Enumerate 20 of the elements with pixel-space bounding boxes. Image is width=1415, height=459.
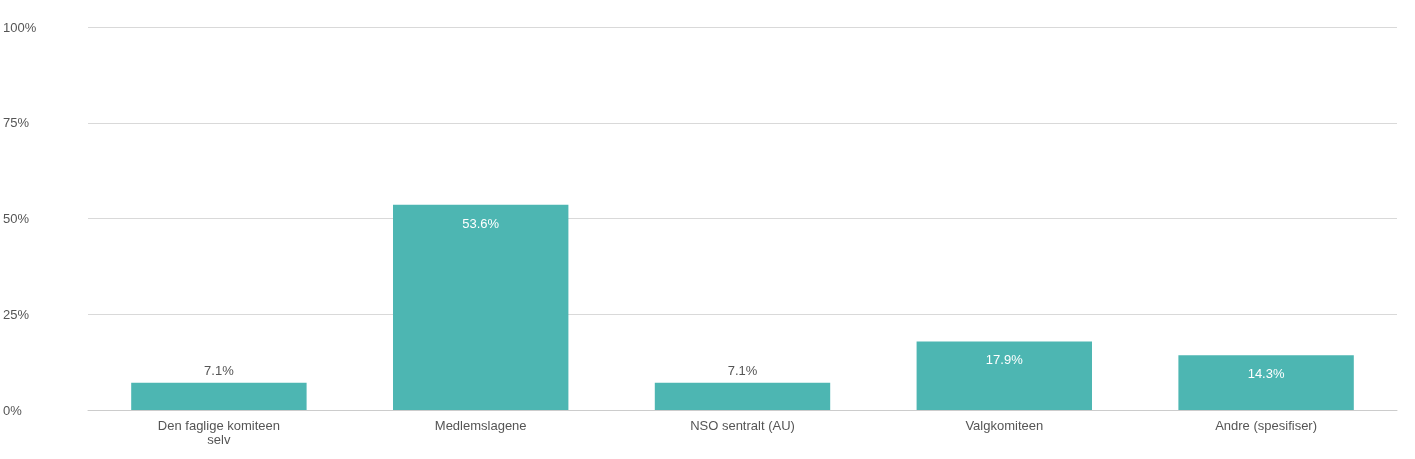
y-tick-label: 50% (3, 211, 30, 226)
y-tick-label: 75% (3, 115, 30, 131)
bar (131, 382, 307, 410)
x-tick-label: Medlemslagene (434, 417, 527, 433)
data-label: 7.1% (727, 362, 758, 378)
x-tick-label: NSO sentralt (AU) (690, 417, 795, 433)
bar (916, 341, 1092, 410)
y-tick-label: 100% (3, 19, 37, 35)
data-label: 14.3% (1247, 366, 1285, 382)
bar (393, 204, 569, 410)
x-tick-label: Den faglige komiteen selv (157, 417, 280, 447)
y-tick-label: 25% (3, 306, 30, 322)
data-label: 7.1% (204, 362, 235, 378)
data-label: 17.9% (985, 352, 1024, 368)
bar (1178, 355, 1354, 410)
y-tick-label: 0% (3, 402, 23, 418)
bar (654, 382, 831, 410)
data-label: 53.6% (462, 215, 500, 231)
x-tick-label: Valgkomiteen (965, 417, 1044, 433)
x-tick-label: Andre (spesifiser) (1215, 417, 1318, 433)
